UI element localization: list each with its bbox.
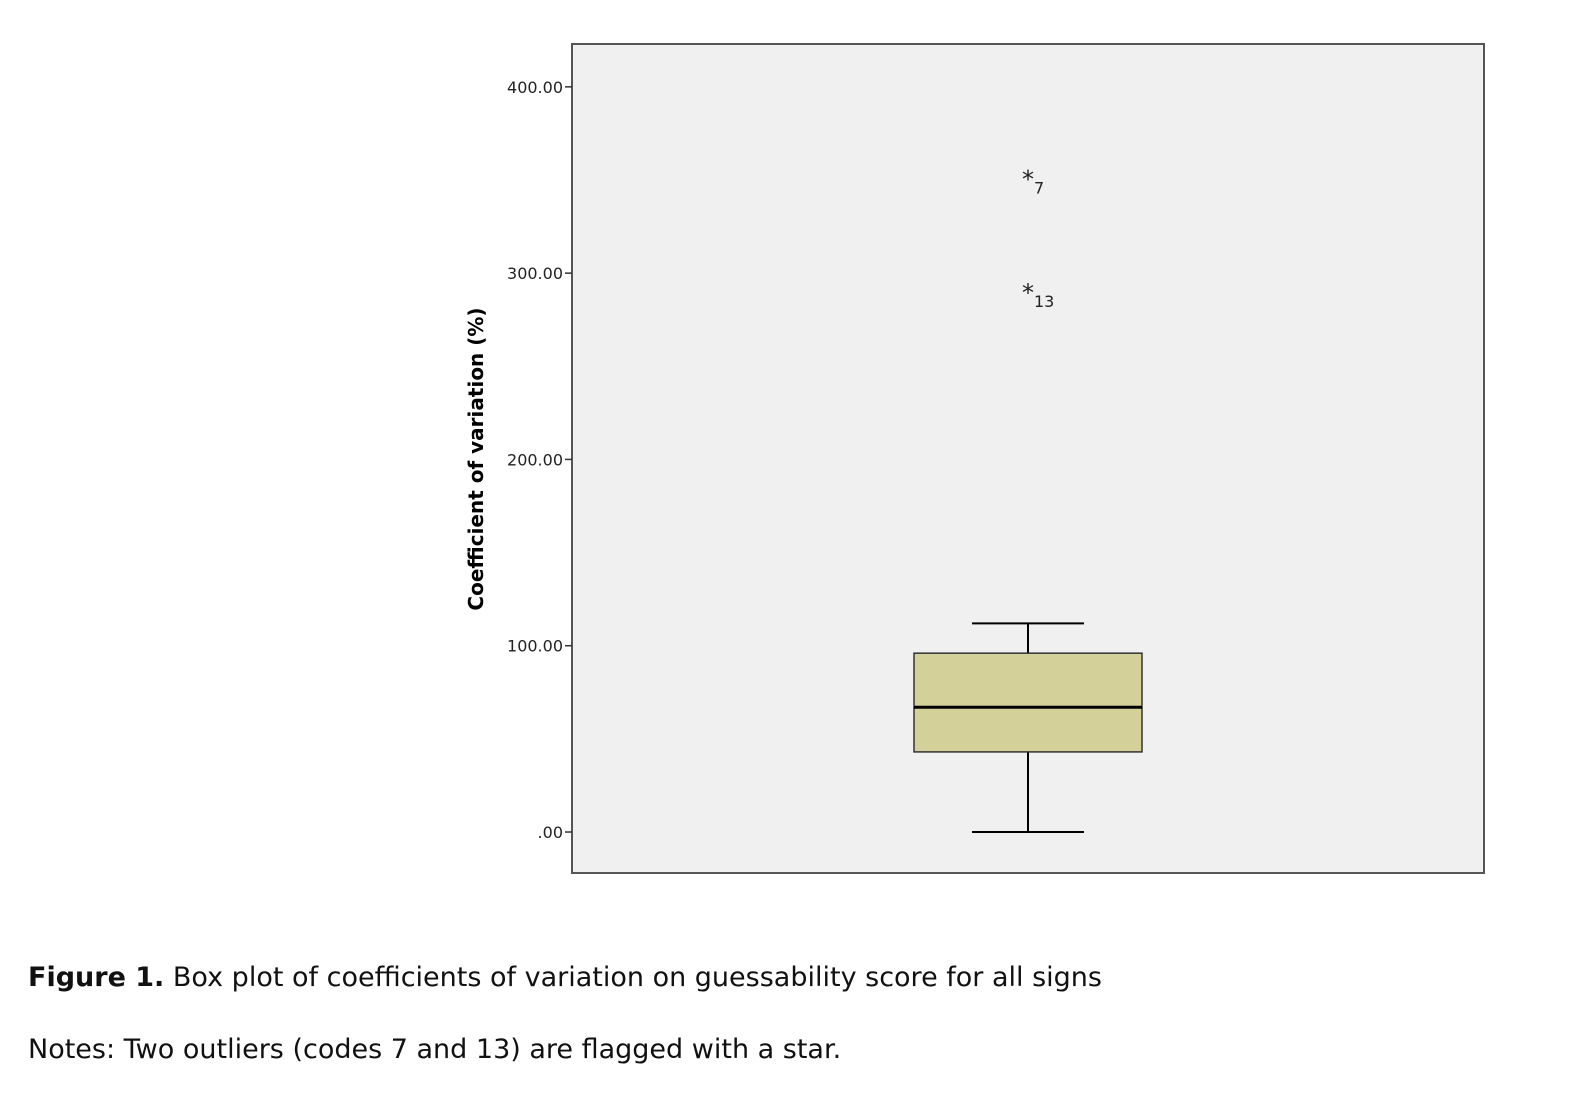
- outlier-star-icon: *: [1022, 165, 1034, 193]
- y-axis-label: Coefficient of variation (%): [464, 307, 488, 610]
- outlier-star-icon: *: [1022, 279, 1034, 307]
- y-tick-label: 400.00: [507, 78, 563, 97]
- interquartile-box: [913, 652, 1143, 753]
- outlier-code-label: 13: [1034, 292, 1054, 311]
- box-plot: [913, 622, 1143, 834]
- figure-caption: Figure 1. Box plot of coefficients of va…: [28, 962, 1102, 994]
- figure-caption-label: Figure 1.: [28, 962, 165, 993]
- y-tick-label: 300.00: [507, 264, 563, 283]
- y-axis: .00 100.00 200.00 300.00 400.00: [507, 78, 572, 842]
- outlier-code-label: 7: [1034, 178, 1044, 197]
- box-plot-chart: .00 100.00 200.00 300.00 400.00 Coefficient …: [464, 43, 1485, 874]
- figure-notes: Notes: Two outliers (codes 7 and 13) are…: [28, 1034, 842, 1065]
- y-tick-label: 200.00: [507, 450, 563, 469]
- figure-caption-text: Box plot of coefficients of variation on…: [164, 962, 1102, 993]
- y-tick-label: 100.00: [507, 637, 563, 656]
- outliers: * 7* 13: [1022, 165, 1054, 311]
- y-tick-label: .00: [538, 823, 563, 842]
